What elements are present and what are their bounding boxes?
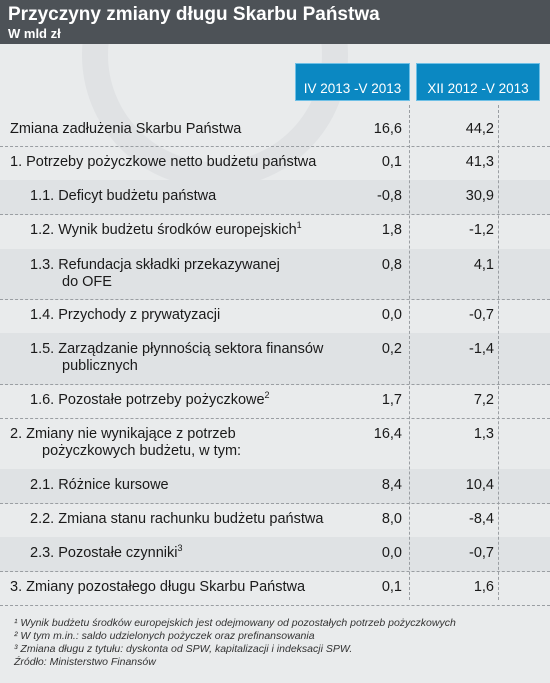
table-row: 1.2. Wynik budżetu środków europejskich1… — [0, 214, 550, 250]
table-row: 2.2. Zmiana stanu rachunku budżetu państ… — [0, 503, 550, 538]
value-col-1: 0,0 — [381, 307, 402, 323]
column-divider-1 — [409, 105, 410, 600]
value-col-2: -0,7 — [469, 545, 494, 561]
value-col-2: -1,2 — [469, 222, 494, 238]
row-label: 1.1. Deficyt budżetu państwa — [30, 188, 217, 204]
table-row: 2. Zmiany nie wynikające z potrzeb pożycz… — [0, 418, 550, 470]
value-col-2: 41,3 — [465, 154, 494, 170]
value-col-1: -0,8 — [377, 188, 402, 204]
value-col-1: 0,8 — [381, 257, 402, 273]
column-header-2: XII 2012 -V 2013 — [416, 63, 540, 101]
footnote-marker: 2 — [264, 390, 270, 401]
table-row: 1.5. Zarządzanie płynnością sektora fina… — [0, 333, 550, 385]
row-label: 1.3. Refundacja składki przekazywanej do … — [30, 257, 280, 290]
column-divider-2 — [498, 105, 499, 600]
table-row: 1.4. Przychody z prywatyzacji 0,0 -0,7 — [0, 299, 550, 334]
source-note: Źródło: Ministerstwo Finansów — [14, 656, 156, 668]
value-col-1: 0,0 — [381, 545, 402, 561]
value-col-1: 0,2 — [381, 341, 402, 357]
value-col-1: 0,1 — [381, 154, 402, 170]
value-col-2: 1,3 — [473, 426, 494, 442]
value-col-1: 16,6 — [373, 121, 402, 137]
row-label: 1. Potrzeby pożyczkowe netto budżetu pań… — [10, 154, 317, 170]
row-label: 2. Zmiany nie wynikające z potrzeb pożycz… — [10, 426, 242, 459]
table-row: 1. Potrzeby pożyczkowe netto budżetu pań… — [0, 146, 550, 181]
row-label: 2.3. Pozostałe czynniki3 — [30, 543, 183, 561]
value-col-2: 4,1 — [473, 257, 494, 273]
row-label: 3. Zmiany pozostałego długu Skarbu Państ… — [10, 579, 306, 595]
page-subtitle: W mld zł — [8, 26, 61, 41]
value-col-1: 1,8 — [381, 222, 402, 238]
footnotes: ¹ Wynik budżetu środków europejskich jes… — [14, 617, 544, 669]
value-col-2: 7,2 — [473, 392, 494, 408]
value-col-2: 1,6 — [473, 579, 494, 595]
row-label: 1.6. Pozostałe potrzeby pożyczkowe2 — [30, 390, 270, 408]
header-bar: Przyczyny zmiany długu Skarbu Państwa W … — [0, 0, 550, 44]
row-label: 1.4. Przychody z prywatyzacji — [30, 307, 221, 323]
value-col-1: 16,4 — [373, 426, 402, 442]
column-header-1: IV 2013 -V 2013 — [295, 63, 410, 101]
value-col-2: 30,9 — [465, 188, 494, 204]
table-row: 2.3. Pozostałe czynniki3 0,0 -0,7 — [0, 537, 550, 572]
footnote-3: ³ Zmiana długu z tytułu: dyskonta od SPW… — [14, 643, 353, 655]
row-label: Zmiana zadłużenia Skarbu Państwa — [10, 121, 242, 137]
page-title: Przyczyny zmiany długu Skarbu Państwa — [8, 4, 380, 25]
value-col-1: 0,1 — [381, 579, 402, 595]
table-row: 2.1. Różnice kursowe 8,4 10,4 — [0, 469, 550, 504]
value-col-2: -0,7 — [469, 307, 494, 323]
row-label: 1.5. Zarządzanie płynnością sektora fina… — [30, 341, 324, 374]
value-col-2: -1,4 — [469, 341, 494, 357]
value-col-1: 8,0 — [381, 511, 402, 527]
table-row: 1.6. Pozostałe potrzeby pożyczkowe2 1,7 7,… — [0, 384, 550, 419]
table-row: Zmiana zadłużenia Skarbu Państwa 16,6 44,2 — [0, 113, 550, 147]
value-col-2: 10,4 — [465, 477, 494, 493]
value-col-2: -8,4 — [469, 511, 494, 527]
table-row: 1.3. Refundacja składki przekazywanej do … — [0, 249, 550, 300]
footnote-marker: 1 — [296, 220, 302, 231]
table-row: 1.1. Deficyt budżetu państwa -0,8 30,9 — [0, 180, 550, 215]
footnote-1: ¹ Wynik budżetu środków europejskich jes… — [14, 617, 456, 629]
footnote-2: ² W tym m.in.: saldo udzielonych pożycze… — [14, 630, 315, 642]
row-label: 2.2. Zmiana stanu rachunku budżetu państ… — [30, 511, 324, 527]
value-col-1: 1,7 — [381, 392, 402, 408]
value-col-1: 8,4 — [381, 477, 402, 493]
row-label: 1.2. Wynik budżetu środków europejskich1 — [30, 220, 302, 238]
footnote-marker: 3 — [177, 543, 183, 554]
value-col-2: 44,2 — [465, 121, 494, 137]
row-label: 2.1. Różnice kursowe — [30, 477, 169, 493]
table-row: 3. Zmiany pozostałego długu Skarbu Państ… — [0, 571, 550, 606]
